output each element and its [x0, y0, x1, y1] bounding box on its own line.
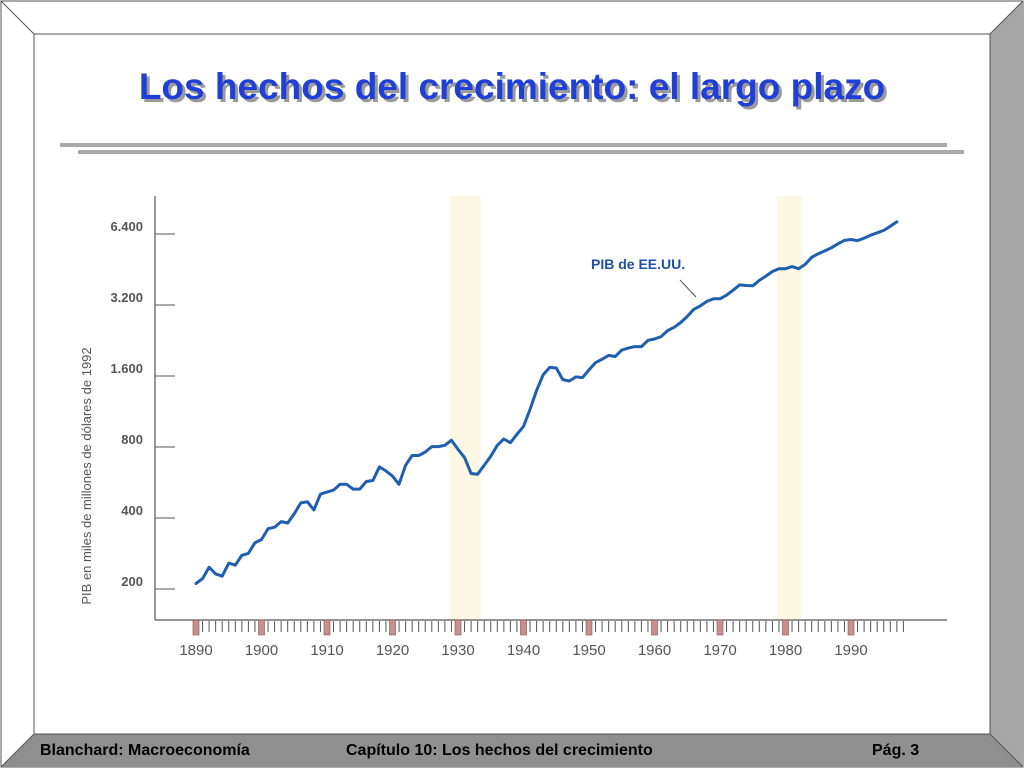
y-tick-label-6400: 6.400 [110, 219, 143, 234]
y-tick-label-1600: 1.600 [110, 361, 143, 376]
x-tick-label-1990: 1990 [834, 642, 867, 659]
slide-footer: Blanchard: Macroeconomía Capítulo 10: Lo… [0, 734, 1024, 768]
x-major-tick-1910 [323, 619, 331, 636]
x-tick-label-1980: 1980 [769, 642, 802, 659]
x-major-tick-1930 [454, 619, 462, 636]
x-axis-ticks: 1890 1900 1910 1920 1930 1940 1950 1960 1970 1980… [179, 619, 904, 659]
x-major-tick-1890 [192, 619, 200, 636]
annotation-leader-line [679, 279, 697, 298]
x-tick-label-1910: 1910 [310, 642, 343, 659]
footer-book-title: Blanchard: Macroeconomía [40, 742, 250, 759]
x-major-tick-1950 [585, 619, 593, 636]
footer-page-number: Pág. 3 [872, 742, 920, 759]
y-tick-label-200: 200 [121, 574, 143, 589]
x-major-tick-1980 [782, 619, 789, 636]
x-tick-label-1960: 1960 [638, 642, 671, 659]
x-tick-label-1970: 1970 [703, 642, 736, 659]
y-tick-label-800: 800 [121, 432, 143, 447]
y-tick-label-400: 400 [121, 503, 143, 518]
x-major-tick-1960 [651, 619, 658, 636]
title-rule-upper [60, 143, 947, 147]
x-major-tick-1940 [520, 619, 527, 636]
x-tick-label-1940: 1940 [507, 642, 540, 659]
x-tick-label-1900: 1900 [245, 642, 278, 659]
slide-title: Los hechos del crecimiento: el largo pla… [138, 66, 886, 107]
chart-axes [154, 196, 947, 621]
x-major-tick-1900 [258, 619, 265, 636]
x-major-tick-1990 [847, 619, 855, 636]
footer-chapter: Capítulo 10: Los hechos del crecimiento [346, 742, 653, 759]
shaded-period-1 [449, 196, 481, 620]
x-major-tick-1920 [389, 619, 396, 636]
shaded-periods [449, 196, 802, 620]
series-annotation: PIB de EE.UU. [591, 256, 685, 272]
x-tick-label-1950: 1950 [572, 642, 605, 659]
title-rule-lower [78, 150, 964, 154]
x-tick-label-1930: 1930 [441, 642, 474, 659]
series-group [194, 220, 899, 585]
shaded-period-2 [776, 196, 802, 620]
series-line-1 [194, 220, 899, 585]
y-tick-label-3200: 3.200 [110, 290, 143, 305]
x-major-tick-1970 [716, 619, 724, 636]
y-axis-ticks: 200 400 800 1.600 3.200 6.400 [110, 219, 175, 590]
y-axis-label: PIB en miles de millones de dólares de 1… [79, 347, 94, 604]
x-tick-label-1920: 1920 [376, 642, 409, 659]
x-tick-label-1890: 1890 [179, 642, 212, 659]
